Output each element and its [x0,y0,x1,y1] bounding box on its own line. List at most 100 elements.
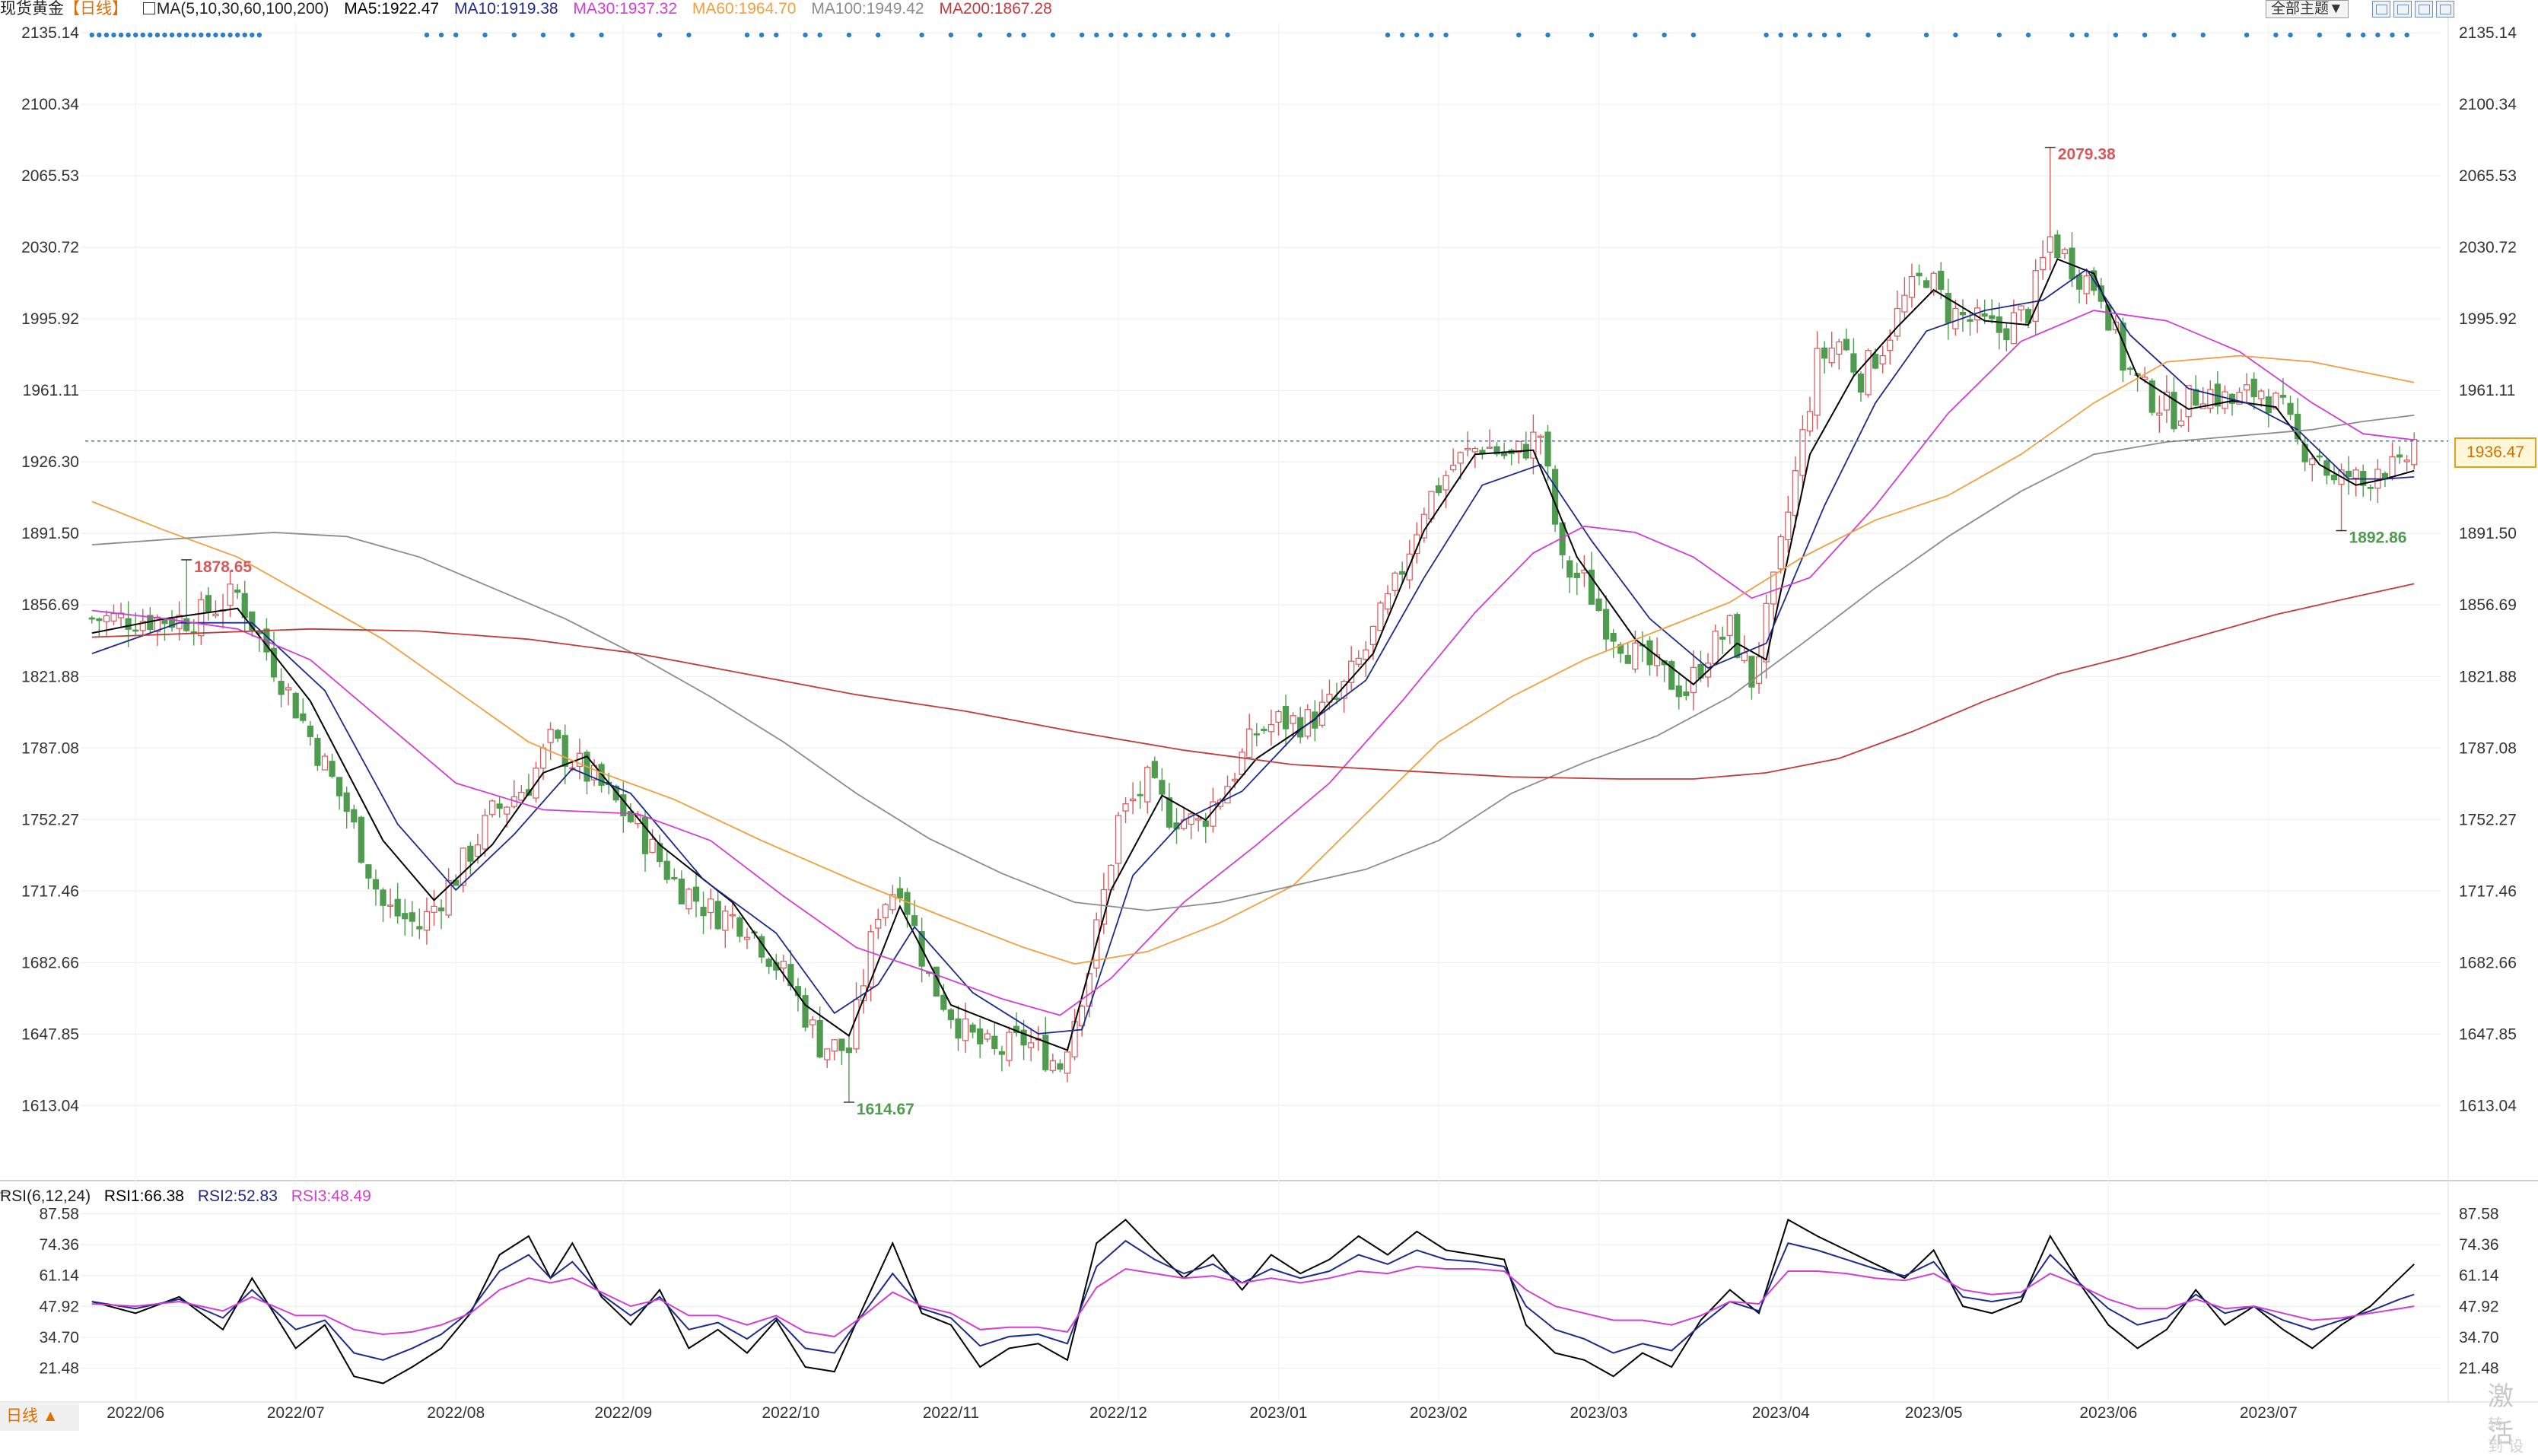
candle-body-down [2075,274,2083,290]
candle-body-up [2222,391,2228,409]
candle-body-up [984,1033,991,1040]
candle-body-up [2403,459,2410,463]
event-dot [453,32,459,38]
ma100-line [91,415,2415,911]
event-dot [227,32,233,38]
candle-body-up [2010,312,2018,345]
event-dot [2273,32,2279,38]
price-tick-label-left: 1856.69 [21,596,79,614]
ma60-value: MA60:1964.70 [692,0,797,17]
layout-icon-4[interactable] [2436,1,2454,17]
candle-body-up [1267,723,1275,733]
candle-body-up [1115,815,1122,864]
candle-body-up [1377,602,1384,631]
candle-body-up [824,1048,831,1060]
candle-body-down [1602,609,1610,640]
candle-body-down [2396,454,2403,458]
candle-body-up [488,800,496,815]
event-dot [438,32,444,38]
price-tick-label-left: 1717.46 [21,882,79,900]
event-dot [1196,32,1201,38]
candle-body-up [423,911,431,931]
period-badge[interactable]: 【日线】 [64,0,128,17]
candle-body-up [1275,711,1282,723]
rsi1-value: RSI1:66.38 [103,1187,184,1205]
layout-icon-1[interactable] [2372,1,2390,17]
event-dot [570,32,575,38]
time-tick-label: 2022/11 [923,1404,979,1422]
event-dot [162,32,167,38]
period-switch-button[interactable]: 日线 ▲ [0,1402,79,1431]
event-dot [132,32,138,38]
candle-body-down [802,995,809,1028]
candle-body-up [2207,389,2214,409]
event-dot [205,32,212,38]
candle-body-up [1006,1032,1013,1061]
event-dot [977,32,983,38]
event-dot [1545,32,1550,38]
candle-body-down [278,680,285,695]
extreme-label: 1878.65 [194,558,252,576]
candle-body-up [1887,339,1894,351]
candle-body-up [445,879,452,916]
candle-body-down [1151,761,1158,778]
candle-body-up [474,844,482,857]
candle-body-up [1632,642,1639,670]
layout-icon-3[interactable] [2415,1,2433,17]
candle-body-up [1079,1006,1086,1026]
candle-body-down [2148,380,2155,413]
candlesticks [88,147,2418,1102]
event-dot [2113,32,2119,38]
candle-body-down [300,713,307,721]
instrument-title: 现货黄金 [0,0,64,17]
candle-body-up [1450,465,1457,471]
candle-body-up [2185,385,2192,418]
event-dot [2317,32,2323,38]
price-tick-label-right: 2100.34 [2459,96,2517,113]
candle-body-up [2272,393,2279,410]
candle-body-down [947,1009,954,1021]
candle-body-down [2126,367,2134,370]
candle-body-down [816,1019,823,1058]
candle-body-down [365,864,372,879]
rsi-label[interactable]: RSI(6,12,24) [0,1187,91,1205]
candle-body-down [329,761,336,777]
ma-label[interactable]: MA(5,10,30,60,100,200) [156,0,329,17]
candle-body-down [1202,820,1209,827]
candle-body-down [234,589,241,593]
theme-dropdown[interactable]: 全部主题▼ [2266,0,2349,18]
candle-body-up [2236,392,2243,405]
current-price-tag: 1936.47 [2454,437,2536,468]
candle-body-down [1588,569,1595,605]
event-dot [1953,32,1958,38]
candle-body-up [2163,391,2170,411]
candle-body-down [402,913,409,920]
event-dot [1414,32,1420,38]
time-tick-label: 2023/03 [1570,1404,1628,1422]
layout-icon-2[interactable] [2393,1,2412,17]
event-dot [1007,32,1012,38]
rsi-tick-label-left: 47.92 [39,1298,79,1315]
candle-body-down [1595,598,1602,612]
price-tick-label-left: 1682.66 [21,954,79,971]
candle-body-down [416,926,423,930]
candle-body-up [482,815,488,850]
candle-body-down [1493,446,1500,455]
event-dot [1108,32,1114,38]
ma30-value: MA30:1937.32 [573,0,678,17]
ma5-line [91,258,2415,1051]
candle-body-up [2411,438,2418,466]
candle-body-down [88,617,95,620]
rsi-tick-label-right: 34.70 [2459,1329,2499,1346]
candle-body-up [1188,813,1194,825]
candle-body-up [518,792,525,801]
candle-body-up [1414,534,1420,555]
event-dot [2142,32,2148,38]
candle-body-down [125,618,132,630]
event-dot [1050,32,1056,38]
event-dot [686,32,692,38]
candle-body-down [1057,1063,1064,1070]
candle-body-up [154,616,161,632]
candle-body-up [722,911,729,931]
candle-body-up [1195,818,1202,821]
